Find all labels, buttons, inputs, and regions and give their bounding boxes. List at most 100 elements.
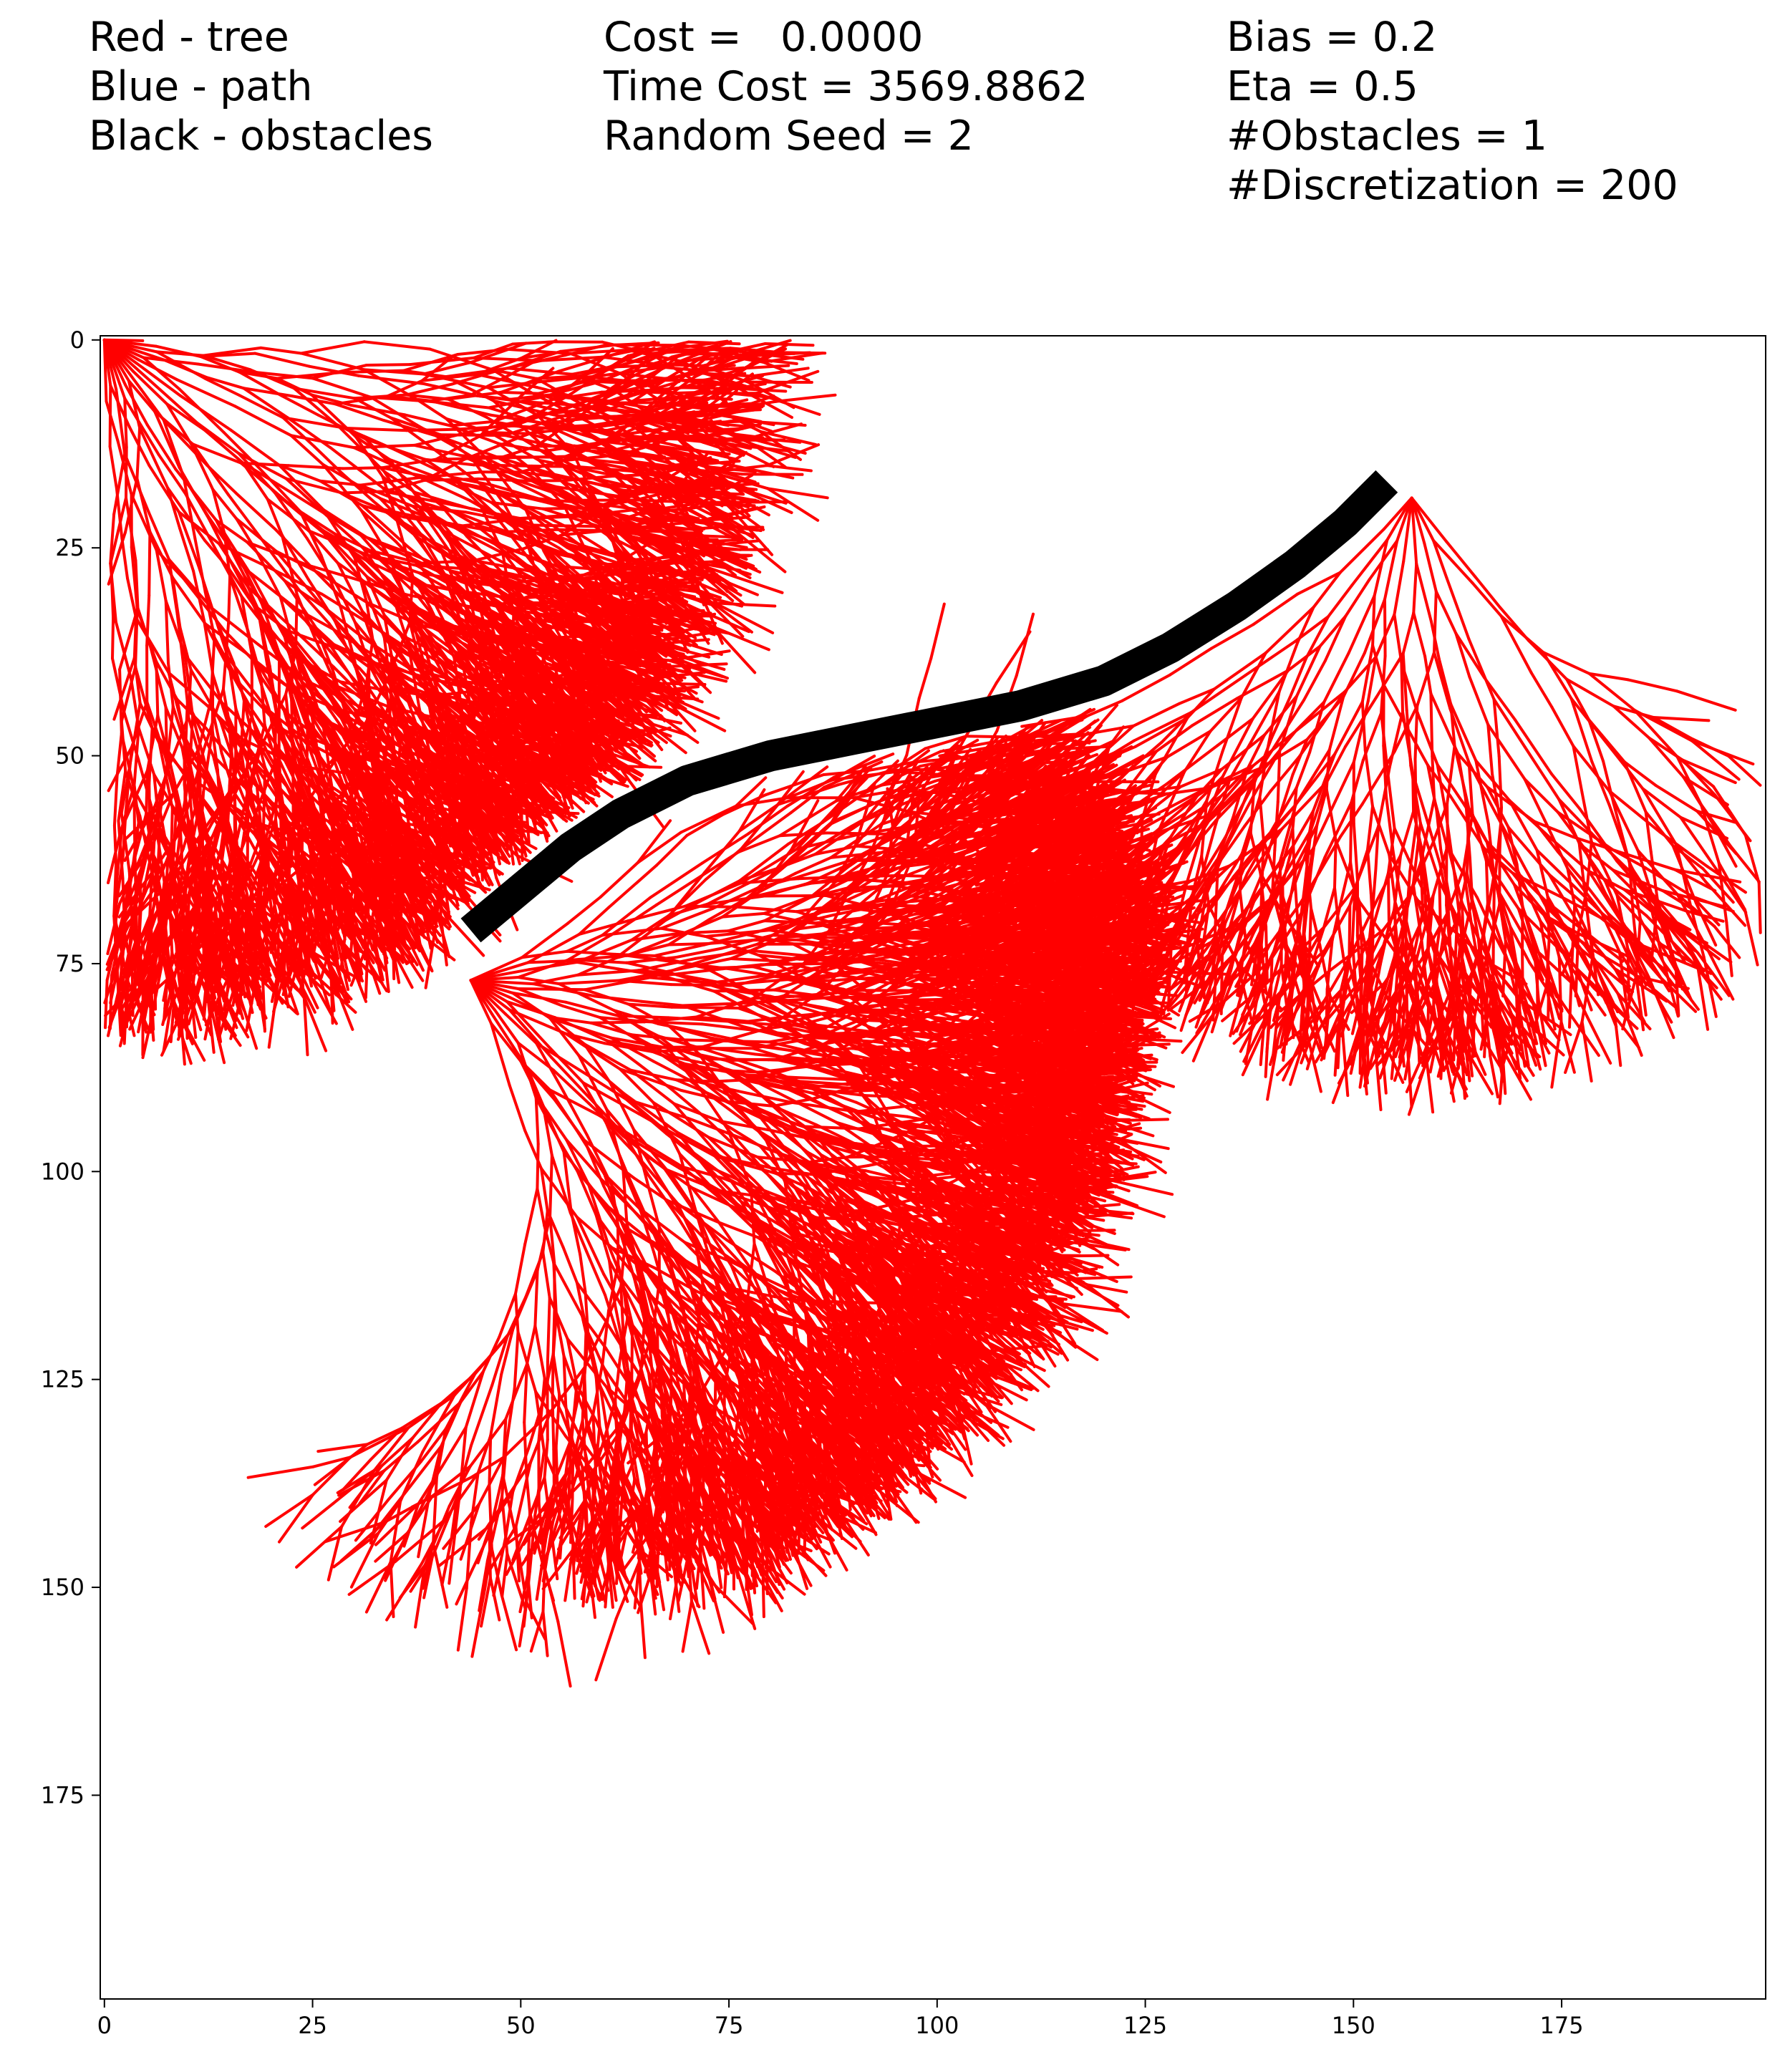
tree-edge: [585, 546, 630, 559]
tree-edge: [550, 647, 607, 678]
tree-edge: [693, 606, 750, 634]
tree-edge: [421, 828, 468, 854]
tree-edge: [486, 727, 532, 745]
tree-edge: [347, 651, 400, 677]
tree-edge: [227, 575, 232, 625]
tree-edge: [493, 700, 546, 740]
tree-edge: [487, 394, 552, 410]
tree-edge: [400, 713, 442, 742]
tree-edge: [479, 549, 528, 577]
tree-edge: [546, 501, 597, 518]
cost-label: Cost = 0.0000: [604, 14, 924, 61]
tree-edge: [147, 931, 153, 972]
tree-edge: [578, 768, 629, 788]
tree-edge: [645, 566, 701, 587]
tree-edge: [628, 609, 685, 636]
tree-edge: [417, 629, 463, 662]
tree-edge: [595, 666, 647, 712]
tree-edge: [558, 558, 624, 586]
tree-edge: [659, 473, 715, 492]
tree-edge: [562, 453, 623, 463]
tree-edge: [671, 652, 726, 671]
tree-edge: [503, 413, 568, 437]
tree-edge: [521, 672, 586, 687]
tree-edge: [202, 728, 214, 794]
tree-edge: [203, 377, 241, 397]
tree-edge: [138, 426, 170, 490]
tree-edge: [434, 435, 482, 461]
legend-obstacles-label: Black - obstacles: [89, 112, 433, 160]
tree-edge: [766, 487, 820, 522]
tree-edge: [570, 579, 633, 594]
tree-edge: [293, 493, 330, 518]
tree-edge: [359, 508, 391, 559]
tree-layer: [102, 338, 1762, 1688]
tree-edge: [662, 662, 728, 669]
tree-edge: [520, 350, 562, 360]
tree-edge: [450, 368, 503, 386]
tree-edge: [653, 466, 713, 474]
tree-edge: [434, 456, 501, 461]
tree-edge: [488, 659, 513, 702]
tree-edge: [518, 459, 566, 474]
tree-edge: [238, 394, 285, 420]
tree-edge: [105, 400, 120, 442]
tree-edge: [672, 492, 733, 518]
tree-edge: [415, 529, 449, 556]
tree-edge: [647, 408, 705, 437]
tree-edge: [617, 476, 657, 502]
tree-edge: [598, 364, 640, 384]
tree-edge: [447, 575, 493, 618]
tree-edge: [266, 498, 310, 533]
tree-edge: [468, 567, 537, 581]
tree-edge: [437, 520, 500, 534]
tree-edge: [351, 576, 409, 596]
tree-edge: [281, 416, 316, 448]
tree-edge: [498, 442, 531, 469]
tree-edge: [455, 679, 496, 687]
tree-edge: [645, 503, 695, 513]
tree-edge: [562, 616, 625, 644]
tree-edge: [393, 447, 454, 479]
tree-edge: [689, 541, 748, 558]
tree-edge: [713, 433, 754, 449]
tree-edge: [672, 571, 729, 597]
tree-edge: [420, 372, 479, 382]
tree-edge: [435, 699, 463, 738]
tree-edge: [120, 537, 129, 580]
tree-edge: [680, 367, 746, 389]
tree-edge: [549, 613, 593, 640]
tree-edge: [698, 427, 742, 439]
tree-edge: [473, 508, 536, 527]
tree-edge: [589, 603, 643, 613]
tree-edge: [102, 338, 108, 403]
tree-edge: [599, 448, 657, 470]
tree-edge: [759, 430, 818, 446]
tree-edge: [182, 475, 197, 541]
tree-edge: [352, 443, 416, 450]
tree-edge: [548, 608, 593, 613]
tree-edge: [765, 464, 813, 473]
tree-edge: [361, 552, 399, 593]
tree-edge: [498, 456, 556, 476]
tree-edge: [459, 735, 500, 789]
tree-edge: [710, 470, 770, 490]
tree-edge: [602, 357, 649, 401]
tree-edge: [601, 340, 652, 355]
tree-edge: [563, 382, 620, 422]
tree-edge: [599, 861, 639, 899]
tree-edge: [635, 565, 704, 577]
tree-edge: [653, 504, 700, 521]
tree-edge: [538, 810, 580, 815]
tree-edge: [655, 480, 713, 490]
tree-edge: [495, 722, 559, 737]
tree-edge: [155, 350, 205, 357]
tree-edge: [359, 533, 415, 556]
tree-edge: [501, 628, 532, 669]
tree-edge: [526, 432, 572, 447]
tree-edge: [519, 367, 555, 398]
tree-edge: [171, 576, 207, 626]
tree-edge: [435, 652, 474, 677]
tree-edge: [614, 448, 667, 459]
tree-edge: [597, 525, 653, 536]
